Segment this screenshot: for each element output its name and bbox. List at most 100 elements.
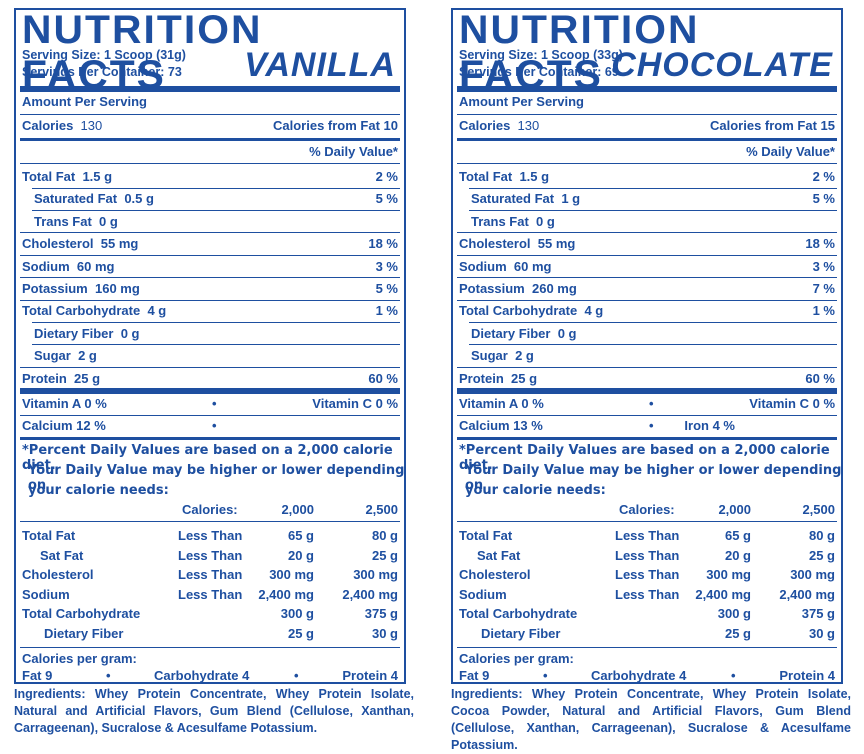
nutrient-amount: 260 mg: [531, 281, 577, 296]
divider: [20, 437, 400, 440]
dv-cell-v2: 30 g: [808, 625, 835, 641]
nutrient-dv: 2 %: [812, 169, 835, 184]
nutrient-amount: 0.5 g: [124, 191, 154, 207]
divider: [32, 187, 400, 189]
servings-per-container: Servings Per Container: 69: [459, 65, 619, 79]
nutrition-label: NUTRITION FACTS Serving Size: 1 Scoop (3…: [14, 8, 406, 684]
divider: [20, 415, 400, 416]
divider: [457, 366, 837, 368]
divider: [469, 187, 837, 189]
cal-per-gram-heading: Calories per gram:: [22, 651, 137, 666]
divider: [469, 321, 837, 323]
dv-cell-v2: 375 g: [364, 606, 398, 621]
nutrient-amount: 4 g: [584, 303, 604, 319]
dv-cell-label: Dietary Fiber: [44, 625, 124, 641]
dv-cell-qual: Less Than: [178, 567, 243, 582]
divider: [20, 232, 400, 234]
cal-per-gram-values: Fat 9 • Carbohydrate 4 • Protein 4: [22, 668, 398, 683]
dv-cell-qual: Less Than: [178, 528, 243, 543]
footnote-line: *Percent Daily Values are based on a 2,0…: [459, 443, 830, 473]
nutrient-dv: 18 %: [368, 236, 398, 252]
servings-per-container: Servings Per Container: 73: [22, 65, 182, 79]
nutrient-amount: 2 g: [515, 348, 534, 364]
ingredients: Ingredients: Whey Protein Concentrate, W…: [451, 686, 851, 754]
divider: [457, 114, 837, 115]
divider: [457, 299, 837, 301]
dv-cell-v2: 300 mg: [353, 567, 398, 582]
ingredients-label: Ingredients:: [451, 687, 523, 701]
divider: [457, 437, 837, 440]
flavor-name: VANILLA: [244, 46, 396, 84]
dv-cell-label: Total Fat: [22, 528, 76, 543]
divider: [20, 138, 400, 141]
divider: [20, 299, 400, 301]
nutrient-dv: 3 %: [812, 258, 835, 274]
nutrient-label: Total Fat: [459, 169, 513, 184]
dv-cell-qual: Less Than: [615, 547, 680, 563]
nutrient-amount: 0 g: [120, 325, 140, 341]
panel-vanilla: NUTRITION FACTS Serving Size: 1 Scoop (3…: [0, 0, 430, 747]
nutrient-label: Potassium: [22, 281, 88, 296]
divider: [457, 86, 837, 92]
dv-cell-v1: 300 g: [717, 606, 751, 621]
dv-cell-qual: Less Than: [178, 586, 243, 602]
flavor-name: CHOCOLATE: [611, 46, 833, 84]
amount-per-serving: Amount Per Serving: [459, 94, 584, 109]
dv-table-header: Calories: 2,000 2,500: [619, 502, 835, 517]
nutrient-dv: 5 %: [375, 281, 398, 296]
amount-per-serving: Amount Per Serving: [22, 94, 147, 109]
panel-chocolate: NUTRITION FACTS Serving Size: 1 Scoop (3…: [437, 0, 864, 752]
dv-cell-v2: 300 mg: [790, 567, 835, 582]
nutrient-amount: 160 mg: [94, 281, 140, 296]
dv-cell-label: Sat Fat: [40, 547, 84, 563]
cal-per-gram-values: Fat 9 • Carbohydrate 4 • Protein 4: [459, 668, 835, 683]
dv-table-row: Sodium Less Than 2,400 mg 2,400 mg: [22, 585, 398, 604]
nutrient-amount: 60 mg: [513, 258, 552, 274]
dv-cell-qual: Less Than: [615, 586, 680, 602]
nutrient-label: Cholesterol: [22, 236, 94, 252]
nutrient-label: Saturated Fat: [471, 191, 555, 207]
divider: [20, 277, 400, 279]
nutrient-amount: 0 g: [99, 213, 118, 229]
nutrient-amount: 1 g: [561, 191, 581, 207]
vitamin-row: Vitamin A 0 % • Vitamin C 0 %: [22, 396, 398, 411]
nutrient-row: Saturated Fat 0.5 g 5 %: [22, 188, 398, 210]
nutrient-dv: 7 %: [812, 281, 835, 296]
nutrient-label: Sugar: [34, 348, 71, 364]
nutrient-label: Trans Fat: [471, 213, 529, 229]
footnote-line: *Percent Daily Values are based on a 2,0…: [22, 443, 393, 473]
dv-cell-v1: 300 mg: [706, 567, 751, 582]
nutrient-label: Sodium: [22, 258, 70, 274]
daily-value-header: % Daily Value*: [746, 144, 835, 159]
vitamin-row: Vitamin A 0 % • Vitamin C 0 %: [459, 396, 835, 411]
divider: [32, 321, 400, 323]
divider: [20, 86, 400, 92]
divider: [457, 232, 837, 234]
nutrient-label: Protein: [459, 370, 504, 386]
dv-cell-label: Sodium: [22, 586, 70, 602]
nutrient-row: Total Carbohydrate 4 g 1 %: [459, 300, 835, 322]
nutrient-label: Saturated Fat: [34, 191, 118, 207]
dv-table-row: Dietary Fiber 25 g 30 g: [459, 624, 835, 643]
nutrient-label: Dietary Fiber: [471, 325, 551, 341]
nutrient-row: Potassium 260 mg 7 %: [459, 278, 835, 300]
nutrient-row: Trans Fat 0 g: [22, 211, 398, 233]
dv-table-row: Total Fat Less Than 65 g 80 g: [459, 526, 835, 545]
dv-cell-v2: 30 g: [371, 625, 398, 641]
dv-cell-label: Sodium: [459, 586, 507, 602]
nutrient-row: Trans Fat 0 g: [459, 211, 835, 233]
divider: [469, 209, 837, 211]
nutrient-amount: 4 g: [147, 303, 167, 319]
dv-cell-label: Dietary Fiber: [481, 625, 561, 641]
calories-row: Calories 130 Calories from Fat 10: [22, 118, 398, 133]
dv-table-row: Total Fat Less Than 65 g 80 g: [22, 526, 398, 545]
footnote-line: Your Daily Value may be higher or lower …: [465, 463, 842, 493]
dv-cell-v2: 25 g: [371, 547, 398, 563]
divider: [457, 521, 837, 522]
divider: [457, 163, 837, 164]
nutrient-row: Potassium 160 mg 5 %: [22, 278, 398, 300]
divider: [457, 138, 837, 141]
nutrient-row: Sugar 2 g: [459, 345, 835, 367]
dv-cell-v1: 20 g: [287, 547, 314, 563]
nutrient-amount: 1.5 g: [519, 169, 550, 184]
